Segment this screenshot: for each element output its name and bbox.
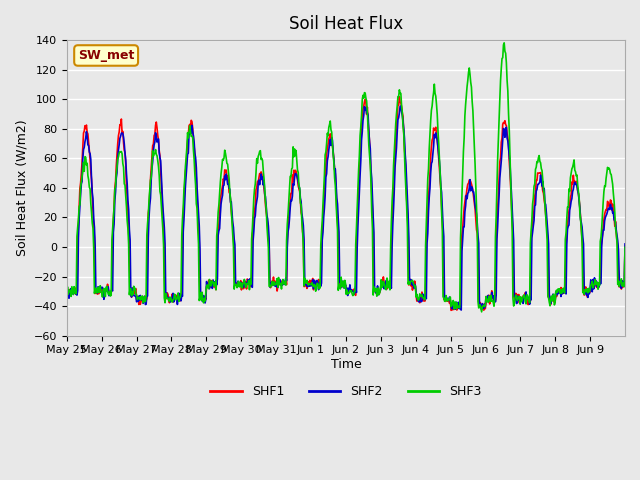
Line: SHF3: SHF3 [67,43,625,312]
SHF3 [63,292,70,298]
Legend: SHF1, SHF2, SHF3: SHF1, SHF2, SHF3 [205,380,486,403]
SHF2 [621,241,629,247]
SHF3 [259,157,266,163]
SHF2 [397,103,404,109]
SHF2 [404,212,412,217]
SHF2 [129,285,136,291]
SHF3 [435,140,442,146]
SHF3 [280,281,287,287]
SHF1 [259,178,266,184]
SHF1 [129,285,136,291]
Line: SHF1: SHF1 [67,97,625,311]
Title: Soil Heat Flux: Soil Heat Flux [289,15,403,33]
SHF3 [129,289,136,295]
SHF1 [447,308,455,313]
SHF1 [231,279,239,285]
X-axis label: Time: Time [330,358,361,371]
SHF2 [458,307,465,313]
SHF3 [404,225,412,231]
SHF1 [63,285,70,290]
SHF1 [621,243,629,249]
Line: SHF2: SHF2 [67,106,625,310]
SHF2 [259,174,266,180]
SHF1 [396,94,403,100]
SHF3 [500,40,508,46]
SHF2 [63,286,70,291]
Y-axis label: Soil Heat Flux (W/m2): Soil Heat Flux (W/m2) [15,120,28,256]
SHF2 [280,280,287,286]
SHF1 [404,226,412,232]
SHF3 [621,244,629,250]
Text: SW_met: SW_met [78,49,134,62]
SHF2 [231,242,239,248]
SHF3 [231,281,239,287]
SHF2 [436,158,444,164]
SHF1 [436,166,444,171]
SHF3 [478,309,486,315]
SHF1 [280,281,287,287]
